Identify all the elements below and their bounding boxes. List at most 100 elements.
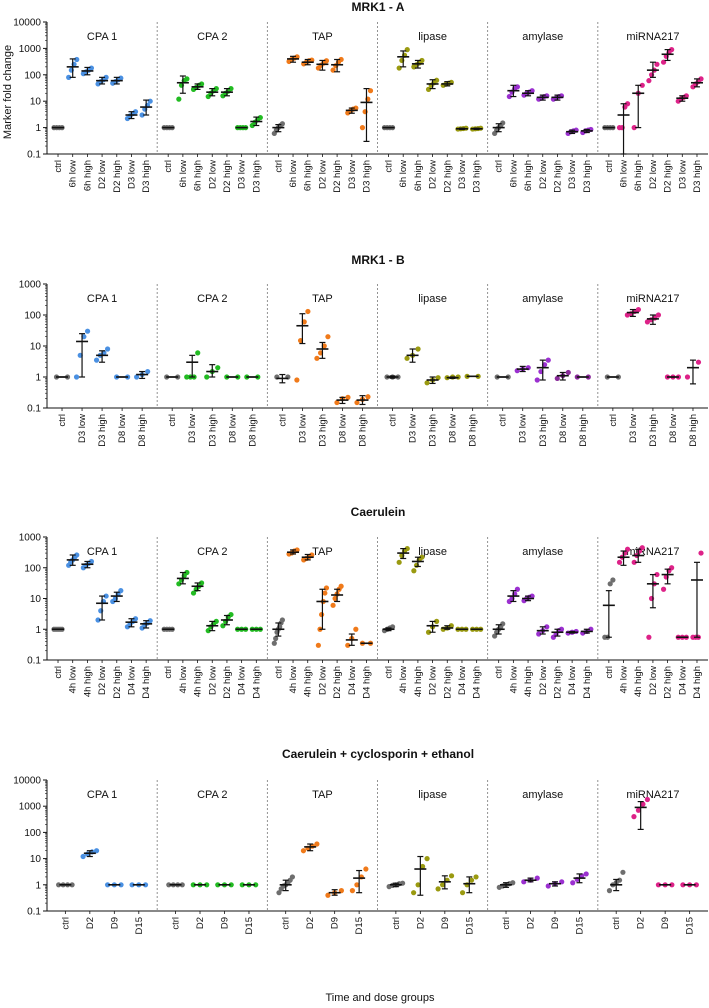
data-point: [639, 82, 645, 88]
data-point: [74, 552, 80, 558]
panel-name: lipase: [418, 789, 447, 801]
x-tick-label: D9: [440, 917, 451, 929]
x-tick-label: D4 high: [692, 666, 703, 699]
x-tick-label: D8 high: [688, 414, 699, 447]
data-point: [536, 631, 542, 637]
data-point: [204, 374, 210, 380]
x-tick-label: 4h high: [633, 666, 644, 697]
data-point: [93, 848, 100, 854]
data-point: [680, 882, 686, 888]
data-point: [84, 328, 91, 334]
x-tick-label: 6h low: [288, 160, 299, 188]
x-tick-label: D2 low: [428, 666, 439, 695]
data-point: [215, 365, 221, 371]
x-tick-label: ctrl: [163, 160, 174, 173]
data-point: [448, 873, 455, 879]
x-tick-label: D2 low: [317, 666, 328, 695]
x-tick-label: 6h low: [68, 160, 79, 188]
data-point: [322, 590, 328, 596]
x-tick-label: D3 high: [648, 414, 659, 447]
data-point: [338, 583, 344, 589]
x-tick-label: 6h high: [523, 160, 534, 191]
x-tick-label: D2 high: [332, 666, 343, 699]
data-point: [415, 346, 421, 352]
x-tick-label: D8 low: [117, 414, 128, 443]
x-tick-label: 4h low: [178, 666, 189, 694]
data-point: [129, 882, 135, 888]
data-point: [698, 76, 704, 82]
x-tick-label: 4h high: [82, 666, 93, 697]
x-tick-label: ctrl: [277, 414, 288, 427]
data-point: [684, 374, 691, 380]
panel-name: amylase: [522, 546, 563, 558]
data-point: [66, 74, 72, 80]
x-tick-label: 4h high: [193, 666, 204, 697]
panel-name: TAP: [312, 31, 333, 43]
x-tick-label: D4 high: [251, 666, 262, 699]
data-point: [213, 86, 219, 92]
x-tick-label: D9: [660, 917, 671, 929]
data-point: [616, 877, 623, 883]
x-tick-label: D3 high: [361, 160, 372, 193]
data-point: [213, 618, 219, 625]
panel-name: lipase: [418, 293, 447, 305]
data-point: [199, 81, 205, 87]
data-point: [631, 125, 637, 131]
data-point: [610, 577, 616, 583]
panel-name: lipase: [418, 31, 447, 43]
data-point: [332, 595, 338, 602]
x-tick-label: D4 high: [141, 666, 152, 699]
x-tick-label: D3 low: [297, 414, 308, 443]
data-point: [289, 874, 296, 880]
x-tick-label: D8 high: [578, 414, 589, 447]
data-point: [419, 57, 425, 64]
data-point: [616, 559, 623, 565]
data-point: [104, 346, 111, 352]
x-tick-label: D3 high: [692, 160, 703, 193]
x-tick-label: D2 low: [97, 666, 108, 695]
y-tick-label: 100: [24, 70, 41, 81]
x-tick-label: D3 low: [677, 160, 688, 189]
x-tick-label: ctrl: [163, 666, 174, 679]
data-point: [631, 814, 637, 820]
data-point: [132, 616, 139, 622]
x-tick-label: D2 high: [332, 160, 343, 193]
x-tick-label: 6h high: [82, 160, 93, 191]
data-point: [325, 892, 331, 898]
data-point: [624, 101, 631, 107]
x-tick-label: D2: [85, 917, 96, 929]
x-tick-label: D4 low: [237, 666, 248, 695]
x-tick-label: D3 high: [428, 414, 439, 447]
x-tick-label: D3 low: [518, 414, 529, 443]
panel-name: CPA 1: [87, 31, 117, 43]
data-point: [176, 581, 182, 587]
y-tick-label: 10000: [13, 776, 41, 787]
data-point: [74, 56, 80, 63]
x-tick-label: ctrl: [53, 666, 64, 679]
data-point: [279, 121, 285, 127]
x-tick-label: D2 low: [207, 160, 218, 189]
y-tick-label: 1000: [19, 44, 42, 55]
x-tick-label: 6h high: [193, 160, 204, 191]
chart-title: MRK1 - B: [351, 253, 405, 267]
x-tick-label: D2 low: [317, 160, 328, 189]
data-point: [190, 590, 197, 596]
data-point: [145, 368, 151, 375]
x-tick-label: D8 high: [357, 414, 368, 447]
data-point: [404, 545, 410, 552]
x-tick-label: D2: [305, 917, 316, 929]
data-point: [655, 882, 662, 888]
data-point: [396, 65, 402, 71]
data-point: [349, 888, 356, 894]
y-tick-label: 10: [30, 594, 42, 605]
panel-name: miRNA217: [626, 293, 679, 305]
chart-title: Caerulein: [351, 505, 406, 519]
data-point: [554, 375, 560, 382]
x-tick-label: D15: [464, 917, 475, 934]
panel-name: miRNA217: [626, 31, 679, 43]
x-tick-label: ctrl: [494, 160, 505, 173]
x-tick-label: 6h high: [303, 160, 314, 191]
x-tick-label: D2: [195, 917, 206, 929]
x-tick-label: 4h high: [523, 666, 534, 697]
